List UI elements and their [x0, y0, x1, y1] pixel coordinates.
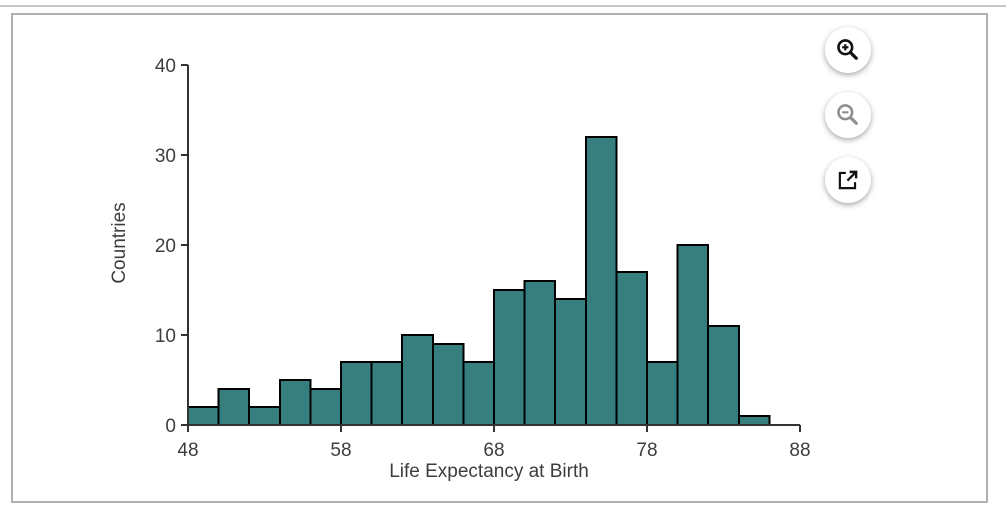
histogram-bar: [615, 271, 649, 426]
histogram-bar: [431, 343, 465, 426]
y-tick-label: 10: [155, 326, 176, 347]
zoom-out-button[interactable]: [825, 92, 871, 138]
zoom-in-button[interactable]: [825, 27, 871, 73]
histogram-bar: [217, 388, 251, 426]
y-tick-label: 0: [165, 416, 176, 437]
histogram-bar: [462, 361, 495, 426]
y-axis-title: Countries: [109, 202, 130, 284]
histogram-bar: [493, 289, 526, 426]
open-external-icon: [835, 167, 861, 193]
zoom-out-icon: [835, 102, 861, 128]
open-external-button[interactable]: [825, 157, 871, 203]
histogram-bar: [340, 361, 373, 426]
histogram-bar: [278, 379, 312, 426]
histogram-bar: [584, 136, 618, 426]
y-tick-label: 20: [155, 236, 176, 257]
histogram-bar: [676, 244, 710, 426]
x-tick-label: 78: [636, 440, 657, 461]
x-tick-label: 88: [789, 440, 810, 461]
histogram-bar: [523, 280, 557, 426]
x-axis-title: Life Expectancy at Birth: [389, 461, 589, 482]
y-tick-label: 40: [155, 56, 176, 77]
histogram-bar: [248, 406, 281, 426]
histogram-chart: 0 10 20 30 40 48 58 68 78 88: [155, 56, 811, 461]
histogram-bar: [554, 298, 587, 426]
x-tick-label: 68: [483, 440, 504, 461]
chart-card: 0 10 20 30 40 48 58 68 78 88 Life Expectancy at B…: [11, 13, 988, 503]
histogram-bar: [401, 334, 434, 426]
histogram-bar: [646, 361, 679, 426]
top-divider-line: [0, 5, 1006, 7]
histogram-bar: [707, 325, 740, 426]
x-tick-label: 58: [330, 440, 351, 461]
histogram-bar: [187, 406, 220, 426]
y-tick-label: 30: [155, 146, 176, 167]
histogram-bar: [309, 388, 342, 426]
zoom-in-icon: [835, 37, 861, 63]
histogram-bar: [737, 415, 771, 426]
x-tick-label: 48: [177, 440, 198, 461]
histogram-bar: [370, 361, 404, 426]
